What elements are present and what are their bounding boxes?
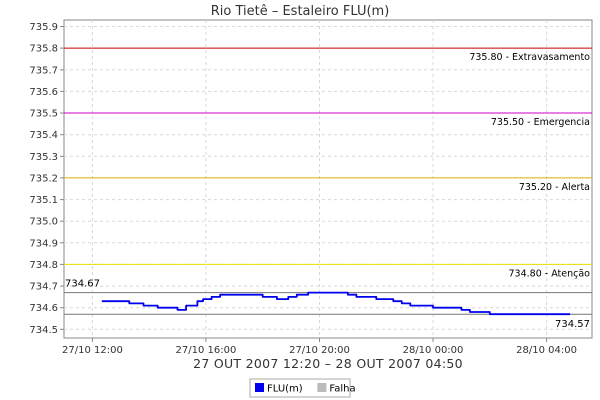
reference-line-label: 734.80 - Atenção — [509, 268, 591, 279]
date-range-subtitle: 27 OUT 2007 12:20 – 28 OUT 2007 04:50 — [193, 356, 463, 371]
y-axis: 734.5 734.6 734.7 734.8 734.9 735.0 735.1 735.2… — [29, 22, 64, 336]
y-tick-label: 734.5 — [29, 325, 58, 336]
y-tick-label: 735.1 — [29, 195, 58, 206]
y-tick-label: 735.8 — [29, 44, 58, 55]
reference-line-label: 735.20 - Alerta — [519, 182, 590, 193]
y-tick-label: 734.7 — [29, 282, 58, 293]
y-tick-label: 735.2 — [29, 173, 58, 184]
legend-swatch — [255, 383, 264, 392]
y-tick-label: 734.8 — [29, 260, 58, 271]
series-lines — [101, 291, 571, 316]
max-level-label: 734.67 — [65, 279, 100, 290]
reference-line-label: 735.80 - Extravasamento — [469, 52, 590, 63]
y-tick-label: 735.9 — [29, 22, 58, 33]
y-tick-label: 734.9 — [29, 238, 58, 249]
legend-swatch — [317, 383, 327, 392]
y-tick-label: 735.3 — [29, 152, 58, 163]
y-tick-label: 735.4 — [29, 130, 58, 141]
plot-border — [63, 19, 593, 339]
flu-series-line — [101, 291, 571, 316]
y-tick-label: 735.6 — [29, 87, 58, 98]
plot-area: 735.80 - Extravasamento 735.50 - Emergenc… — [63, 19, 593, 339]
x-tick-label: 27/10 20:00 — [289, 345, 350, 356]
reference-line-label: 735.50 - Emergencia — [491, 117, 590, 128]
x-axis: 27/10 12:00 27/10 16:00 27/10 20:00 28/10 0… — [62, 338, 577, 356]
legend: FLU(m) Falha — [249, 378, 356, 398]
y-tick-label: 735.0 — [29, 217, 58, 228]
y-tick-label: 734.6 — [29, 303, 58, 314]
min-level-label: 734.57 — [555, 319, 590, 330]
x-tick-label: 27/10 12:00 — [62, 345, 123, 356]
y-tick-label: 735.5 — [29, 109, 58, 120]
x-tick-label: 28/10 00:00 — [403, 345, 464, 356]
x-tick-label: 27/10 16:00 — [175, 345, 236, 356]
x-tick-label: 28/10 04:00 — [516, 345, 577, 356]
chart-title: Rio Tietê – Estaleiro FLU(m) — [211, 4, 390, 19]
y-tick-label: 735.7 — [29, 65, 58, 76]
legend-label: FLU(m) — [267, 384, 303, 395]
legend-label: Falha — [329, 384, 355, 395]
